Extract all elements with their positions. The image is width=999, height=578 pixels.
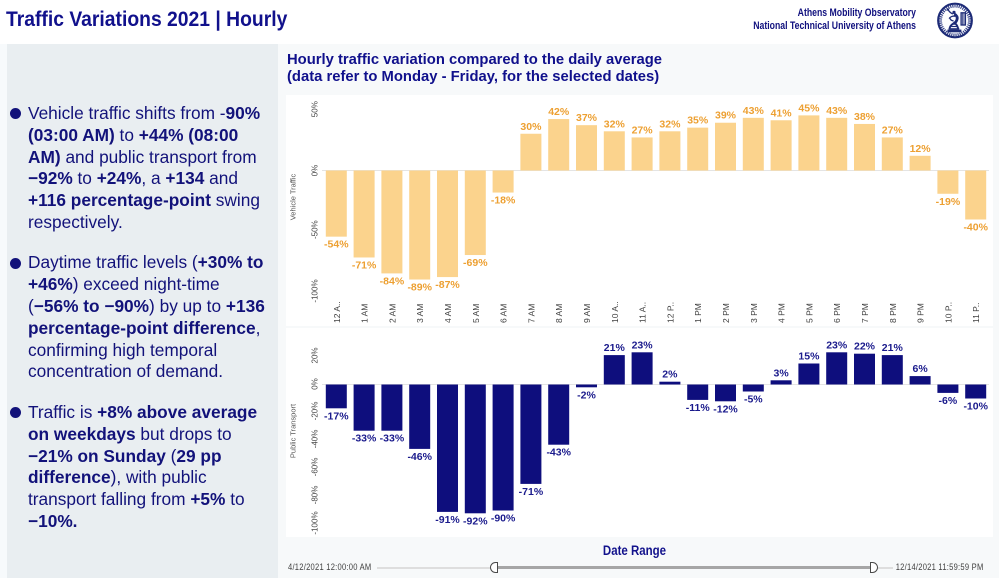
svg-text:20%: 20%: [311, 347, 320, 363]
svg-text:2%: 2%: [662, 369, 678, 381]
svg-text:-84%: -84%: [380, 275, 405, 287]
svg-text:-40%: -40%: [311, 430, 320, 449]
svg-text:-11%: -11%: [686, 402, 711, 414]
svg-text:-90%: -90%: [491, 513, 516, 525]
svg-text:-50%: -50%: [311, 220, 320, 239]
svg-text:3 PM: 3 PM: [749, 303, 759, 323]
svg-text:-5%: -5%: [744, 394, 763, 406]
svg-text:27%: 27%: [882, 124, 904, 136]
svg-text:2 AM: 2 AM: [387, 304, 397, 323]
svg-text:-71%: -71%: [352, 259, 377, 271]
svg-text:23%: 23%: [632, 339, 654, 351]
svg-text:8 AM: 8 AM: [554, 304, 564, 323]
svg-text:12 A..: 12 A..: [332, 301, 342, 323]
svg-text:15%: 15%: [798, 351, 820, 363]
svg-text:6 AM: 6 AM: [499, 304, 509, 323]
svg-text:1 AM: 1 AM: [360, 304, 370, 323]
svg-text:Public Transport: Public Transport: [289, 403, 298, 458]
svg-text:32%: 32%: [659, 118, 681, 130]
svg-text:-69%: -69%: [463, 257, 488, 269]
svg-text:12%: 12%: [910, 143, 932, 155]
svg-text:23%: 23%: [826, 339, 848, 351]
svg-text:-43%: -43%: [546, 447, 571, 459]
svg-text:22%: 22%: [854, 341, 876, 353]
svg-text:-19%: -19%: [936, 196, 961, 208]
svg-text:12 P..: 12 P..: [665, 302, 675, 323]
svg-text:21%: 21%: [882, 342, 904, 354]
svg-text:0%: 0%: [311, 378, 320, 390]
svg-text:-80%: -80%: [311, 486, 320, 505]
svg-text:-18%: -18%: [491, 195, 516, 207]
svg-text:6%: 6%: [913, 363, 929, 375]
svg-text:38%: 38%: [854, 111, 876, 123]
svg-text:27%: 27%: [632, 124, 654, 136]
svg-text:7 AM: 7 AM: [526, 304, 536, 323]
svg-text:2 PM: 2 PM: [721, 303, 731, 323]
svg-text:-91%: -91%: [435, 514, 460, 526]
svg-text:-40%: -40%: [963, 222, 988, 234]
svg-text:3 AM: 3 AM: [415, 304, 425, 323]
svg-text:-89%: -89%: [407, 282, 432, 294]
svg-text:-71%: -71%: [519, 486, 544, 498]
svg-text:-2%: -2%: [577, 389, 596, 401]
svg-text:7 PM: 7 PM: [860, 303, 870, 323]
svg-text:42%: 42%: [548, 106, 570, 118]
svg-text:37%: 37%: [576, 112, 598, 124]
svg-text:3%: 3%: [774, 367, 790, 379]
svg-text:8 PM: 8 PM: [888, 303, 898, 323]
svg-text:-6%: -6%: [939, 395, 958, 407]
svg-text:Vehicle Traffic: Vehicle Traffic: [289, 173, 298, 220]
svg-text:10 P..: 10 P..: [943, 302, 953, 323]
svg-text:45%: 45%: [798, 102, 820, 114]
svg-text:-33%: -33%: [380, 433, 405, 445]
svg-text:39%: 39%: [715, 110, 737, 122]
svg-text:-54%: -54%: [324, 239, 349, 251]
svg-text:-12%: -12%: [713, 403, 738, 415]
svg-text:5 PM: 5 PM: [804, 303, 814, 323]
svg-text:-60%: -60%: [311, 458, 320, 477]
svg-text:9 AM: 9 AM: [582, 304, 592, 323]
svg-text:30%: 30%: [520, 121, 542, 133]
svg-text:43%: 43%: [743, 105, 765, 117]
svg-text:11 A..: 11 A..: [638, 302, 648, 323]
svg-text:-100%: -100%: [311, 279, 320, 302]
svg-text:50%: 50%: [311, 101, 320, 117]
svg-text:41%: 41%: [771, 107, 793, 119]
svg-text:-92%: -92%: [463, 515, 488, 527]
svg-text:0%: 0%: [311, 165, 320, 177]
svg-text:1 PM: 1 PM: [693, 303, 703, 323]
svg-text:-100%: -100%: [311, 511, 320, 534]
svg-text:43%: 43%: [826, 105, 848, 117]
svg-text:-17%: -17%: [324, 410, 349, 422]
svg-text:11 P..: 11 P..: [971, 303, 981, 323]
svg-text:-33%: -33%: [352, 433, 377, 445]
svg-text:10 A..: 10 A..: [610, 301, 620, 323]
svg-text:21%: 21%: [604, 342, 626, 354]
svg-text:9 PM: 9 PM: [916, 303, 926, 323]
svg-text:-20%: -20%: [311, 402, 320, 421]
svg-text:-10%: -10%: [963, 401, 988, 413]
svg-text:4 PM: 4 PM: [777, 303, 787, 323]
svg-text:6 PM: 6 PM: [832, 303, 842, 323]
svg-text:-87%: -87%: [435, 279, 460, 291]
svg-text:5 AM: 5 AM: [471, 304, 481, 323]
svg-text:-46%: -46%: [407, 451, 432, 463]
svg-text:4 AM: 4 AM: [443, 304, 453, 323]
svg-text:32%: 32%: [604, 118, 626, 130]
svg-text:35%: 35%: [687, 115, 709, 127]
